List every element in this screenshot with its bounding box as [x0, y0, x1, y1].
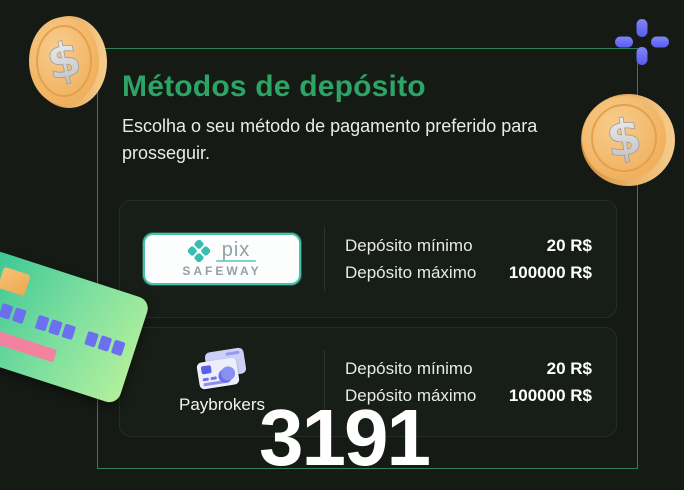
limit-label: Depósito máximo: [345, 263, 477, 282]
paybrokers-label: Paybrokers: [179, 395, 265, 414]
limit-value: 100000 R$: [508, 263, 592, 282]
card-chip: [0, 266, 31, 297]
safeway-brand-text: SAFEWAY: [182, 264, 262, 278]
limit-value: 20 R$: [546, 359, 592, 378]
limit-row-max: Depósito máximo 100000 R$: [345, 382, 592, 409]
limit-value: 100000 R$: [508, 386, 592, 405]
pix-wordmark: pix: [216, 238, 256, 262]
pix-brand-text: pix: [221, 238, 251, 261]
pix-tagline-bar: [216, 259, 256, 262]
paybrokers-logo-area: Paybrokers: [120, 347, 324, 415]
paybrokers-cards-icon: [196, 347, 247, 391]
paybrokers-limits: Depósito mínimo 20 R$ Depósito máximo 10…: [325, 355, 616, 409]
content-frame-border: [97, 48, 638, 469]
payment-method-pix-safeway[interactable]: pix SAFEWAY Depósito mínimo 20 R$ Depósi…: [119, 200, 617, 318]
card-divider: [324, 350, 325, 414]
limit-value: 20 R$: [546, 236, 592, 255]
limit-row-min: Depósito mínimo 20 R$: [345, 232, 592, 259]
pix-safeway-limits: Depósito mínimo 20 R$ Depósito máximo 10…: [325, 232, 616, 286]
pix-diamond-icon: [188, 240, 210, 262]
pix-safeway-logo-badge: pix SAFEWAY: [143, 233, 301, 285]
card-divider: [324, 227, 325, 291]
page-subtitle: Escolha o seu método de pagamento prefer…: [122, 116, 538, 163]
payment-method-paybrokers[interactable]: Paybrokers Depósito mínimo 20 R$ Depósit…: [119, 327, 617, 437]
page-title: Métodos de depósito: [122, 70, 426, 103]
overlay-number: 3191: [259, 393, 431, 482]
limit-label: Depósito mínimo: [345, 359, 473, 378]
gold-coin-icon: $: [581, 94, 675, 186]
limit-label: Depósito mínimo: [345, 236, 473, 255]
limit-row-max: Depósito máximo 100000 R$: [345, 259, 592, 286]
limit-row-min: Depósito mínimo 20 R$: [345, 355, 592, 382]
dollar-glyph: $: [603, 107, 646, 169]
gold-coin-icon: $: [29, 16, 107, 108]
plus-sparkle-icon: [615, 19, 669, 65]
pix-safeway-logo-area: pix SAFEWAY: [120, 233, 324, 285]
limit-label: Depósito máximo: [345, 386, 477, 405]
